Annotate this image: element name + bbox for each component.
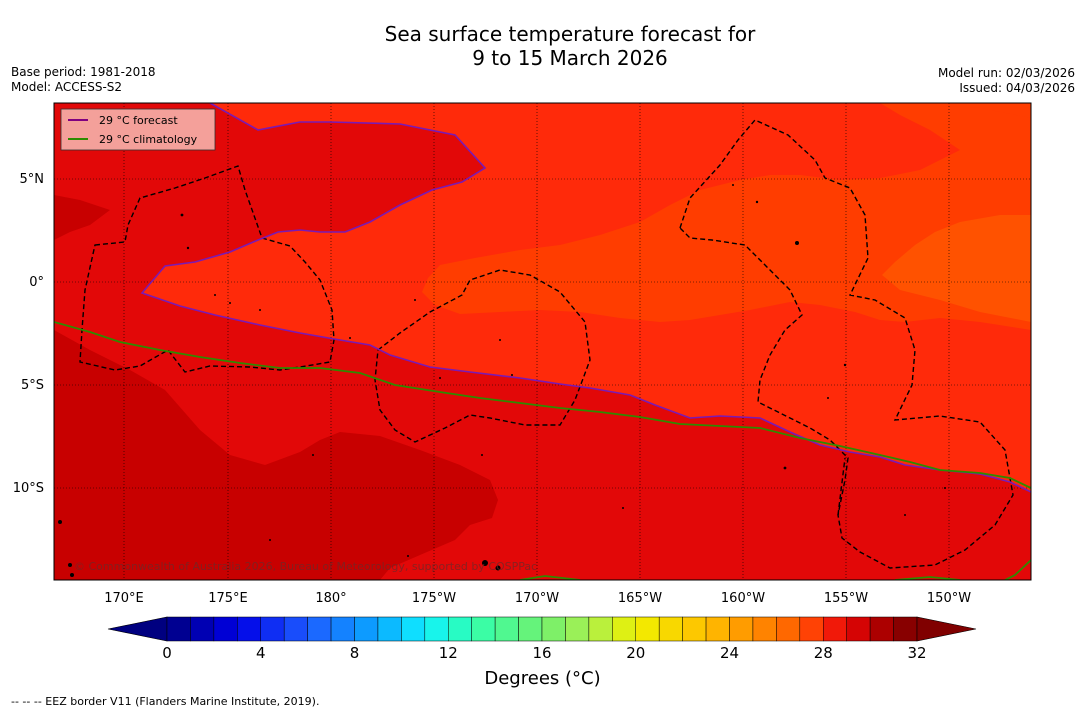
colorbar-tick-label: 28 [814,644,833,662]
colorbar-cell [565,616,590,642]
colorbar-cell [307,616,332,642]
lon-label-155w: 155°W [824,591,868,606]
colorbar-tick-label: 0 [162,644,172,662]
model-run: Model run: 02/03/2026 [937,66,1075,80]
colorbar-cell [729,616,754,642]
colorbar-cell [471,616,496,642]
lon-label-175e: 175°E [208,591,248,606]
legend-forecast-label: 29 °C forecast [99,114,178,127]
colorbar-cell [893,616,918,642]
colorbar-tick-label: 24 [720,644,739,662]
colorbar-cell [166,616,191,642]
eez-borders [79,119,1014,569]
lon-label-160w: 160°W [721,591,765,606]
sst-band-30-31-nw [54,195,110,240]
lon-label-175w: 175°W [412,591,456,606]
colorbar-label: Degrees (°C) [484,668,601,689]
grid-lines [54,103,1031,580]
colorbar-cell [237,616,261,642]
colorbar-cell [588,616,613,642]
colorbar-low-arrow [107,616,168,642]
colorbar-cell [541,616,566,642]
sst-band-27-28 [422,103,1031,330]
lon-label-170w: 170°W [515,591,559,606]
sst-band-27-28-top [880,103,1031,118]
colorbar-cell [752,616,777,642]
colorbar-cell [213,616,238,642]
lon-label-180: 180° [315,591,346,606]
meta-left: Base period: 1981-2018 Model: ACCESS-S2 [11,65,156,95]
legend-box [60,108,216,151]
sst-band-30-31 [54,330,498,580]
copyright-text: © Commonwealth of Australia 2026, Bureau… [74,560,537,573]
title-line-1: Sea surface temperature forecast for [384,22,756,46]
climatology-29c-contour-south [519,559,1031,580]
colorbar-cell [424,616,449,642]
colorbar-cell [330,616,355,642]
model-name: Model: ACCESS-S2 [11,80,123,94]
chart-title: Sea surface temperature forecast for 9 t… [0,22,1085,70]
lat-label-0: 0° [29,275,44,290]
eez-border-phoenix [374,269,591,443]
colorbar-cell [283,616,308,642]
colorbar-cell [705,616,730,642]
colorbar-cell [846,616,871,642]
islands [58,184,946,577]
colorbar-cell [260,616,285,642]
lon-label-170e: 170°E [104,591,144,606]
lat-label-5n: 5°N [20,172,45,187]
colorbar-ticks: 0 4 8 12 16 20 24 28 32 [162,644,926,662]
colorbar-cell [401,616,426,642]
colorbar-tick-label: 4 [256,644,266,662]
climatology-29c-contour [54,321,1031,489]
meta-right: Model run: 02/03/2026 Issued: 04/03/2026 [938,66,1075,96]
colorbar-cell [776,616,801,642]
legend-climatology-label: 29 °C climatology [99,133,198,146]
colorbar-cell [354,616,379,642]
map-frame [53,102,1032,581]
colorbar-tick-label: 16 [532,644,551,662]
colorbar-cell [823,616,847,642]
base-period: Base period: 1981-2018 [11,65,156,79]
lat-label-5s: 5°S [21,378,44,393]
colorbar-high-arrow [916,616,977,642]
title-line-2: 9 to 15 March 2026 [472,46,668,70]
colorbar-cell [658,616,683,642]
lon-labels: 170°E 175°E 180° 175°W 170°W 165°W 160°W… [104,591,971,606]
colorbar-cell [682,616,707,642]
eez-source-note: -- -- -- EEZ border V11 (Flanders Marine… [11,695,320,708]
colorbar-cell [869,616,894,642]
colorbar-cell [448,616,472,642]
colorbar-cell [799,616,824,642]
colorbar-tick-label: 32 [907,644,926,662]
colorbar [107,616,977,642]
colorbar-cell [635,616,660,642]
lon-label-165w: 165°W [618,591,662,606]
colorbar-cell [612,616,636,642]
sst-field [54,103,1031,580]
colorbar-cell [518,616,543,642]
colorbar-cell [494,616,519,642]
lon-label-150w: 150°W [927,591,971,606]
eez-border-tuvalu-kiribati [79,165,335,373]
issued-date: Issued: 04/03/2026 [959,81,1075,95]
colorbar-cell [190,616,215,642]
colorbar-tick-label: 12 [439,644,458,662]
eez-border-line-islands [679,119,1014,569]
legend: 29 °C forecast 29 °C climatology [60,108,216,151]
colorbar-cell [377,616,402,642]
lat-labels: 5°N 0° 5°S 10°S [13,172,44,496]
colorbar-tick-label: 8 [350,644,360,662]
sst-band-26-27 [882,215,1031,322]
colorbar-tick-label: 20 [626,644,645,662]
lat-label-10s: 10°S [13,481,44,496]
eez-border-south [837,457,846,516]
